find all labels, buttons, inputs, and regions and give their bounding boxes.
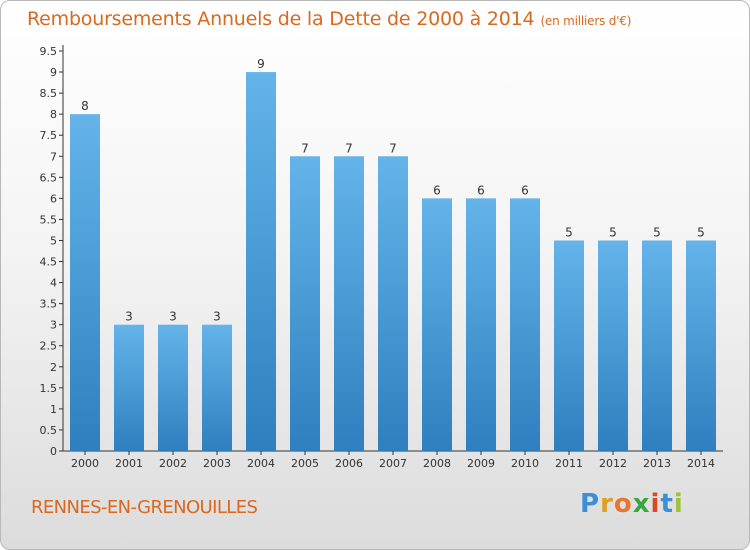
logo-letter: P bbox=[580, 489, 601, 519]
data-label: 5 bbox=[565, 225, 573, 239]
data-label: 3 bbox=[213, 310, 221, 324]
y-tick-label: 8.5 bbox=[40, 87, 58, 100]
x-tick-label: 2008 bbox=[423, 457, 451, 470]
data-label: 3 bbox=[169, 310, 177, 324]
y-tick-label: 3.5 bbox=[40, 298, 58, 311]
bar bbox=[202, 324, 232, 451]
y-tick-label: 3 bbox=[50, 319, 57, 332]
y-tick-label: 5 bbox=[50, 234, 57, 247]
x-tick-label: 2001 bbox=[115, 457, 143, 470]
bar bbox=[422, 198, 452, 451]
x-tick-label: 2007 bbox=[379, 457, 407, 470]
bar bbox=[598, 240, 628, 451]
bar bbox=[378, 156, 408, 451]
x-tick-label: 2003 bbox=[203, 457, 231, 470]
y-tick-label: 4.5 bbox=[40, 256, 58, 269]
x-tick-label: 2013 bbox=[643, 457, 671, 470]
y-tick-label: 6 bbox=[50, 192, 57, 205]
data-label: 7 bbox=[389, 141, 397, 155]
x-tick-label: 2002 bbox=[159, 457, 187, 470]
y-tick-label: 2 bbox=[50, 361, 57, 374]
data-labels: 8 3 3 3 9 7 7 7 6 6 6 5 5 5 5 bbox=[81, 57, 705, 324]
logo-letter: i bbox=[650, 489, 661, 519]
x-tick-label: 2006 bbox=[335, 457, 363, 470]
y-tick-label: 9 bbox=[50, 66, 57, 79]
data-label: 7 bbox=[345, 141, 353, 155]
y-tick-label: 0.5 bbox=[40, 424, 58, 437]
data-label: 5 bbox=[697, 225, 705, 239]
data-label: 7 bbox=[301, 141, 309, 155]
y-tick-label: 7.5 bbox=[40, 129, 58, 142]
chart-subtitle: (en milliers d'€) bbox=[540, 14, 632, 28]
data-label: 3 bbox=[125, 310, 133, 324]
bar bbox=[686, 240, 716, 451]
y-tick-label: 7 bbox=[50, 150, 57, 163]
data-label: 9 bbox=[257, 57, 265, 71]
y-tick-label: 9.5 bbox=[40, 45, 58, 58]
y-tick-label: 8 bbox=[50, 108, 57, 121]
bar bbox=[114, 324, 144, 451]
bars bbox=[70, 72, 716, 451]
y-tick-label: 1 bbox=[50, 403, 57, 416]
bar bbox=[70, 114, 100, 451]
y-tick-label: 1.5 bbox=[40, 382, 58, 395]
x-tick-label: 2010 bbox=[511, 457, 539, 470]
bar bbox=[290, 156, 320, 451]
x-tick-label: 2004 bbox=[247, 457, 275, 470]
data-label: 5 bbox=[609, 225, 617, 239]
bar bbox=[246, 72, 276, 451]
logo-letter: x bbox=[632, 489, 651, 519]
x-tick-label: 2012 bbox=[599, 457, 627, 470]
x-tick-label: 2009 bbox=[467, 457, 495, 470]
y-tick-label: 6.5 bbox=[40, 171, 58, 184]
data-label: 6 bbox=[521, 183, 529, 197]
x-tick-label: 2011 bbox=[555, 457, 583, 470]
bar bbox=[466, 198, 496, 451]
bar bbox=[334, 156, 364, 451]
logo-letter: r bbox=[600, 489, 614, 519]
data-label: 8 bbox=[81, 99, 89, 113]
x-tick-label: 2000 bbox=[71, 457, 99, 470]
data-label: 6 bbox=[477, 183, 485, 197]
y-tick-label: 4 bbox=[50, 277, 57, 290]
logo-letter: t bbox=[660, 489, 674, 519]
bar bbox=[554, 240, 584, 451]
proxiti-logo: Proxiti bbox=[580, 489, 684, 519]
data-label: 6 bbox=[433, 183, 441, 197]
chart-title-text: Remboursements Annuels de la Dette de 20… bbox=[27, 8, 535, 30]
bar bbox=[510, 198, 540, 451]
logo-letter: o bbox=[613, 489, 633, 519]
logo-letter: i bbox=[673, 489, 684, 519]
commune-name: RENNES-EN-GRENOUILLES bbox=[31, 497, 258, 518]
chart-title: Remboursements Annuels de la Dette de 20… bbox=[27, 8, 631, 30]
x-tick-label: 2005 bbox=[291, 457, 319, 470]
bar bbox=[158, 324, 188, 451]
bar bbox=[642, 240, 672, 451]
data-label: 5 bbox=[653, 225, 661, 239]
y-tick-label: 0 bbox=[50, 445, 57, 458]
y-tick-label: 5.5 bbox=[40, 213, 58, 226]
y-tick-label: 2.5 bbox=[40, 340, 58, 353]
x-tick-label: 2014 bbox=[687, 457, 715, 470]
